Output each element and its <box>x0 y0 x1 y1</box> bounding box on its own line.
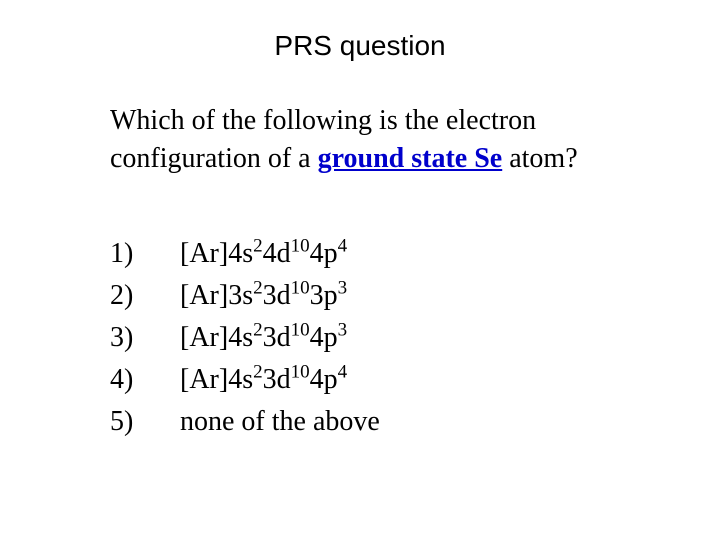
option-row: 2) [Ar]3s23d103p3 <box>110 275 660 317</box>
slide-title: PRS question <box>60 30 660 62</box>
option-text: none of the above <box>180 401 660 443</box>
question-suffix: atom? <box>502 143 577 174</box>
option-row: 3) [Ar]4s23d104p3 <box>110 317 660 359</box>
option-text: [Ar]3s23d103p3 <box>180 275 660 317</box>
option-text: [Ar]4s23d104p4 <box>180 359 660 401</box>
option-row: 4) [Ar]4s23d104p4 <box>110 359 660 401</box>
option-number: 4) <box>110 359 180 401</box>
options-list: 1) [Ar]4s24d104p4 2) [Ar]3s23d103p3 3) [… <box>110 233 660 443</box>
option-number: 3) <box>110 317 180 359</box>
option-text: [Ar]4s24d104p4 <box>180 233 660 275</box>
option-number: 5) <box>110 401 180 443</box>
option-row: 5) none of the above <box>110 401 660 443</box>
option-text: [Ar]4s23d104p3 <box>180 317 660 359</box>
option-row: 1) [Ar]4s24d104p4 <box>110 233 660 275</box>
question-text: Which of the following is the electron c… <box>110 102 640 178</box>
option-number: 2) <box>110 275 180 317</box>
question-keyword: ground state Se <box>318 143 503 174</box>
option-number: 1) <box>110 233 180 275</box>
